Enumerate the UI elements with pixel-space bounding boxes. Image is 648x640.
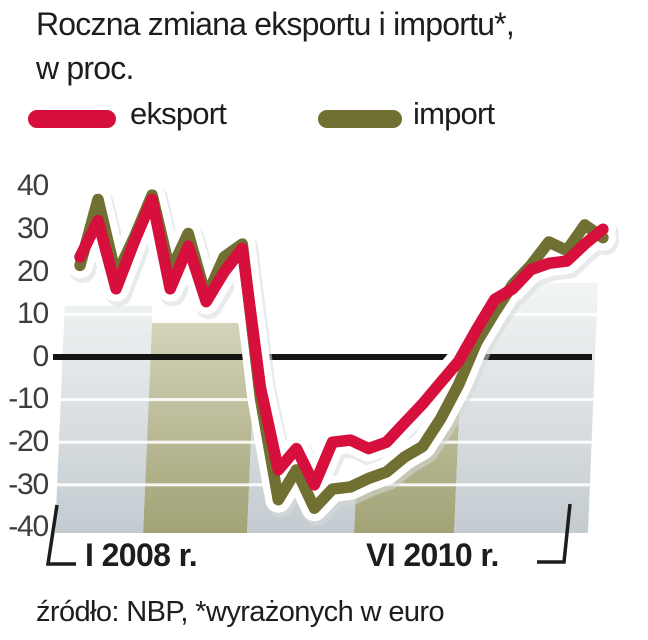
page-title-line2: w proc.	[36, 50, 134, 86]
y-axis-label: -40	[8, 510, 49, 543]
x-axis-tick-left	[45, 504, 76, 566]
eksport-line	[74, 193, 609, 491]
y-axis-label: 30	[17, 212, 49, 245]
zero-axis-line	[53, 354, 592, 360]
background-band	[55, 283, 154, 533]
legend-swatch-import	[318, 110, 402, 128]
legend-label-import: import	[413, 96, 495, 131]
page-title: Roczna zmiana eksportu i importu*,	[36, 6, 515, 42]
x-axis-tick-right	[537, 503, 572, 564]
gridline	[55, 312, 598, 316]
y-axis-label: 20	[17, 255, 49, 288]
legend-label-eksport: eksport	[130, 96, 227, 131]
x-axis-label-start: I 2008 r.	[85, 537, 198, 573]
y-axis-label: -30	[8, 468, 49, 501]
y-axis-label: 10	[17, 297, 49, 330]
legend-swatch-eksport	[28, 110, 116, 128]
gridline	[55, 398, 598, 402]
y-axis-label: -10	[8, 382, 49, 415]
x-axis-label-end: VI 2010 r.	[366, 537, 499, 573]
y-axis-label: 0	[32, 340, 50, 373]
y-axis-label: -20	[8, 425, 49, 458]
background-band	[143, 283, 258, 533]
y-axis-label: 40	[17, 169, 49, 202]
source-note: źródło: NBP, *wyrażonych w euro	[36, 596, 445, 628]
